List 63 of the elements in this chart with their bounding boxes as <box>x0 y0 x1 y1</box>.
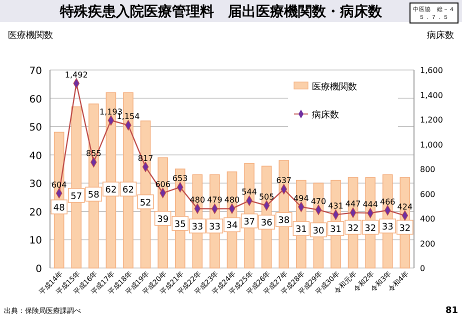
data-label: 36 <box>260 218 273 229</box>
y2-tick-label: 1,200 <box>420 116 443 124</box>
y2-axis-title: 病床数 <box>427 30 454 41</box>
data-label: 33 <box>192 222 204 232</box>
data-label: 470 <box>310 196 326 206</box>
data-label: 39 <box>157 214 169 225</box>
data-label: 480 <box>190 196 206 205</box>
y-tick-label: 60 <box>29 94 42 106</box>
y2-tick-label: 200 <box>420 239 436 248</box>
data-label: 653 <box>172 174 188 184</box>
data-label: 57 <box>70 192 82 202</box>
data-label: 480 <box>224 196 240 205</box>
data-label: 32 <box>399 224 411 234</box>
data-label: 431 <box>328 202 344 211</box>
data-label: 33 <box>382 222 394 232</box>
data-label: 31 <box>330 225 342 236</box>
legend-label: 病床数 <box>312 110 339 120</box>
data-label: 637 <box>276 176 292 186</box>
data-label: 30 <box>312 226 324 236</box>
data-label: 1,492 <box>64 70 88 80</box>
y-tick-label: 40 <box>29 150 42 162</box>
y2-tick-label: 400 <box>420 214 436 224</box>
data-label: 32 <box>364 224 376 234</box>
legend-label: 医療機関数 <box>312 82 357 92</box>
data-label: 31 <box>295 225 307 236</box>
data-label: 544 <box>242 188 257 197</box>
data-label: 62 <box>105 186 117 196</box>
data-label: 479 <box>207 196 222 205</box>
data-label: 604 <box>51 180 67 190</box>
data-label: 494 <box>294 194 309 203</box>
y2-tick-label: 800 <box>420 165 436 174</box>
data-label: 424 <box>397 202 413 212</box>
data-label: 32 <box>347 224 359 234</box>
data-label: 855 <box>86 149 102 158</box>
data-label: 505 <box>258 192 274 202</box>
y-tick-label: 50 <box>29 122 42 134</box>
chart-title: 特殊疾患入院医療管理料 届出医療機関数・病床数 <box>59 3 383 20</box>
y2-tick-label: 1,000 <box>420 140 443 150</box>
y-tick-label: 70 <box>29 66 42 77</box>
data-label: 34 <box>226 221 238 232</box>
data-label: 35 <box>174 220 186 230</box>
y2-tick-label: 0 <box>420 264 426 273</box>
y2-tick-label: 1,600 <box>420 66 443 75</box>
y2-tick-label: 1,400 <box>420 90 443 100</box>
data-label: 58 <box>88 190 100 201</box>
y-tick-label: 10 <box>29 236 42 247</box>
data-label: 817 <box>138 154 154 163</box>
y-tick-label: 0 <box>36 264 42 275</box>
data-label: 38 <box>278 216 290 226</box>
y-axis-title: 医療機関数 <box>8 30 53 41</box>
y-tick-label: 20 <box>29 207 42 218</box>
data-label: 37 <box>244 217 256 228</box>
data-label: 606 <box>155 180 170 190</box>
data-label: 447 <box>345 200 361 209</box>
data-label: 444 <box>362 200 378 210</box>
data-label: 62 <box>122 186 134 196</box>
y2-tick-label: 600 <box>420 190 436 199</box>
data-label: 33 <box>208 222 220 232</box>
text: 81 <box>445 306 458 316</box>
data-label: 52 <box>140 198 152 208</box>
data-label: 466 <box>380 197 396 206</box>
data-label: 48 <box>53 203 66 214</box>
y-tick-label: 30 <box>29 179 42 190</box>
